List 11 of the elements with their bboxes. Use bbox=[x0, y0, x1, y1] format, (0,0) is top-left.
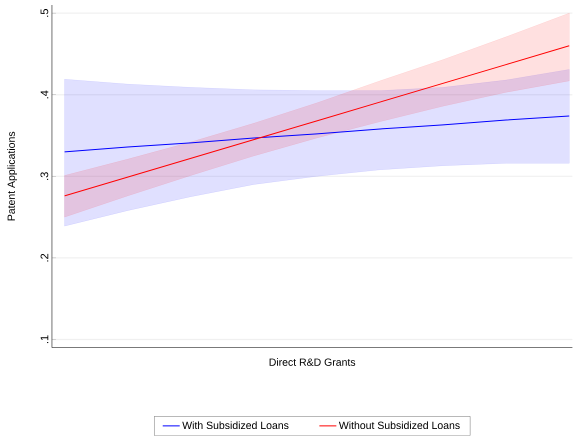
x-axis-title: Direct R&D Grants bbox=[270, 358, 356, 366]
y-tick-label: .5 bbox=[40, 9, 48, 17]
legend-label: With Subsidized Loans bbox=[182, 421, 289, 430]
y-tick-label: .4 bbox=[40, 90, 48, 98]
y-tick-label: .1 bbox=[40, 336, 48, 344]
y-axis-title: Patent Applications bbox=[7, 132, 18, 220]
y-tick-label: .2 bbox=[40, 254, 48, 262]
y-tick-label: .3 bbox=[40, 172, 48, 180]
line-series bbox=[64, 116, 570, 152]
legend-label: Without Subsidized Loans bbox=[338, 421, 460, 430]
line-series bbox=[64, 45, 570, 197]
